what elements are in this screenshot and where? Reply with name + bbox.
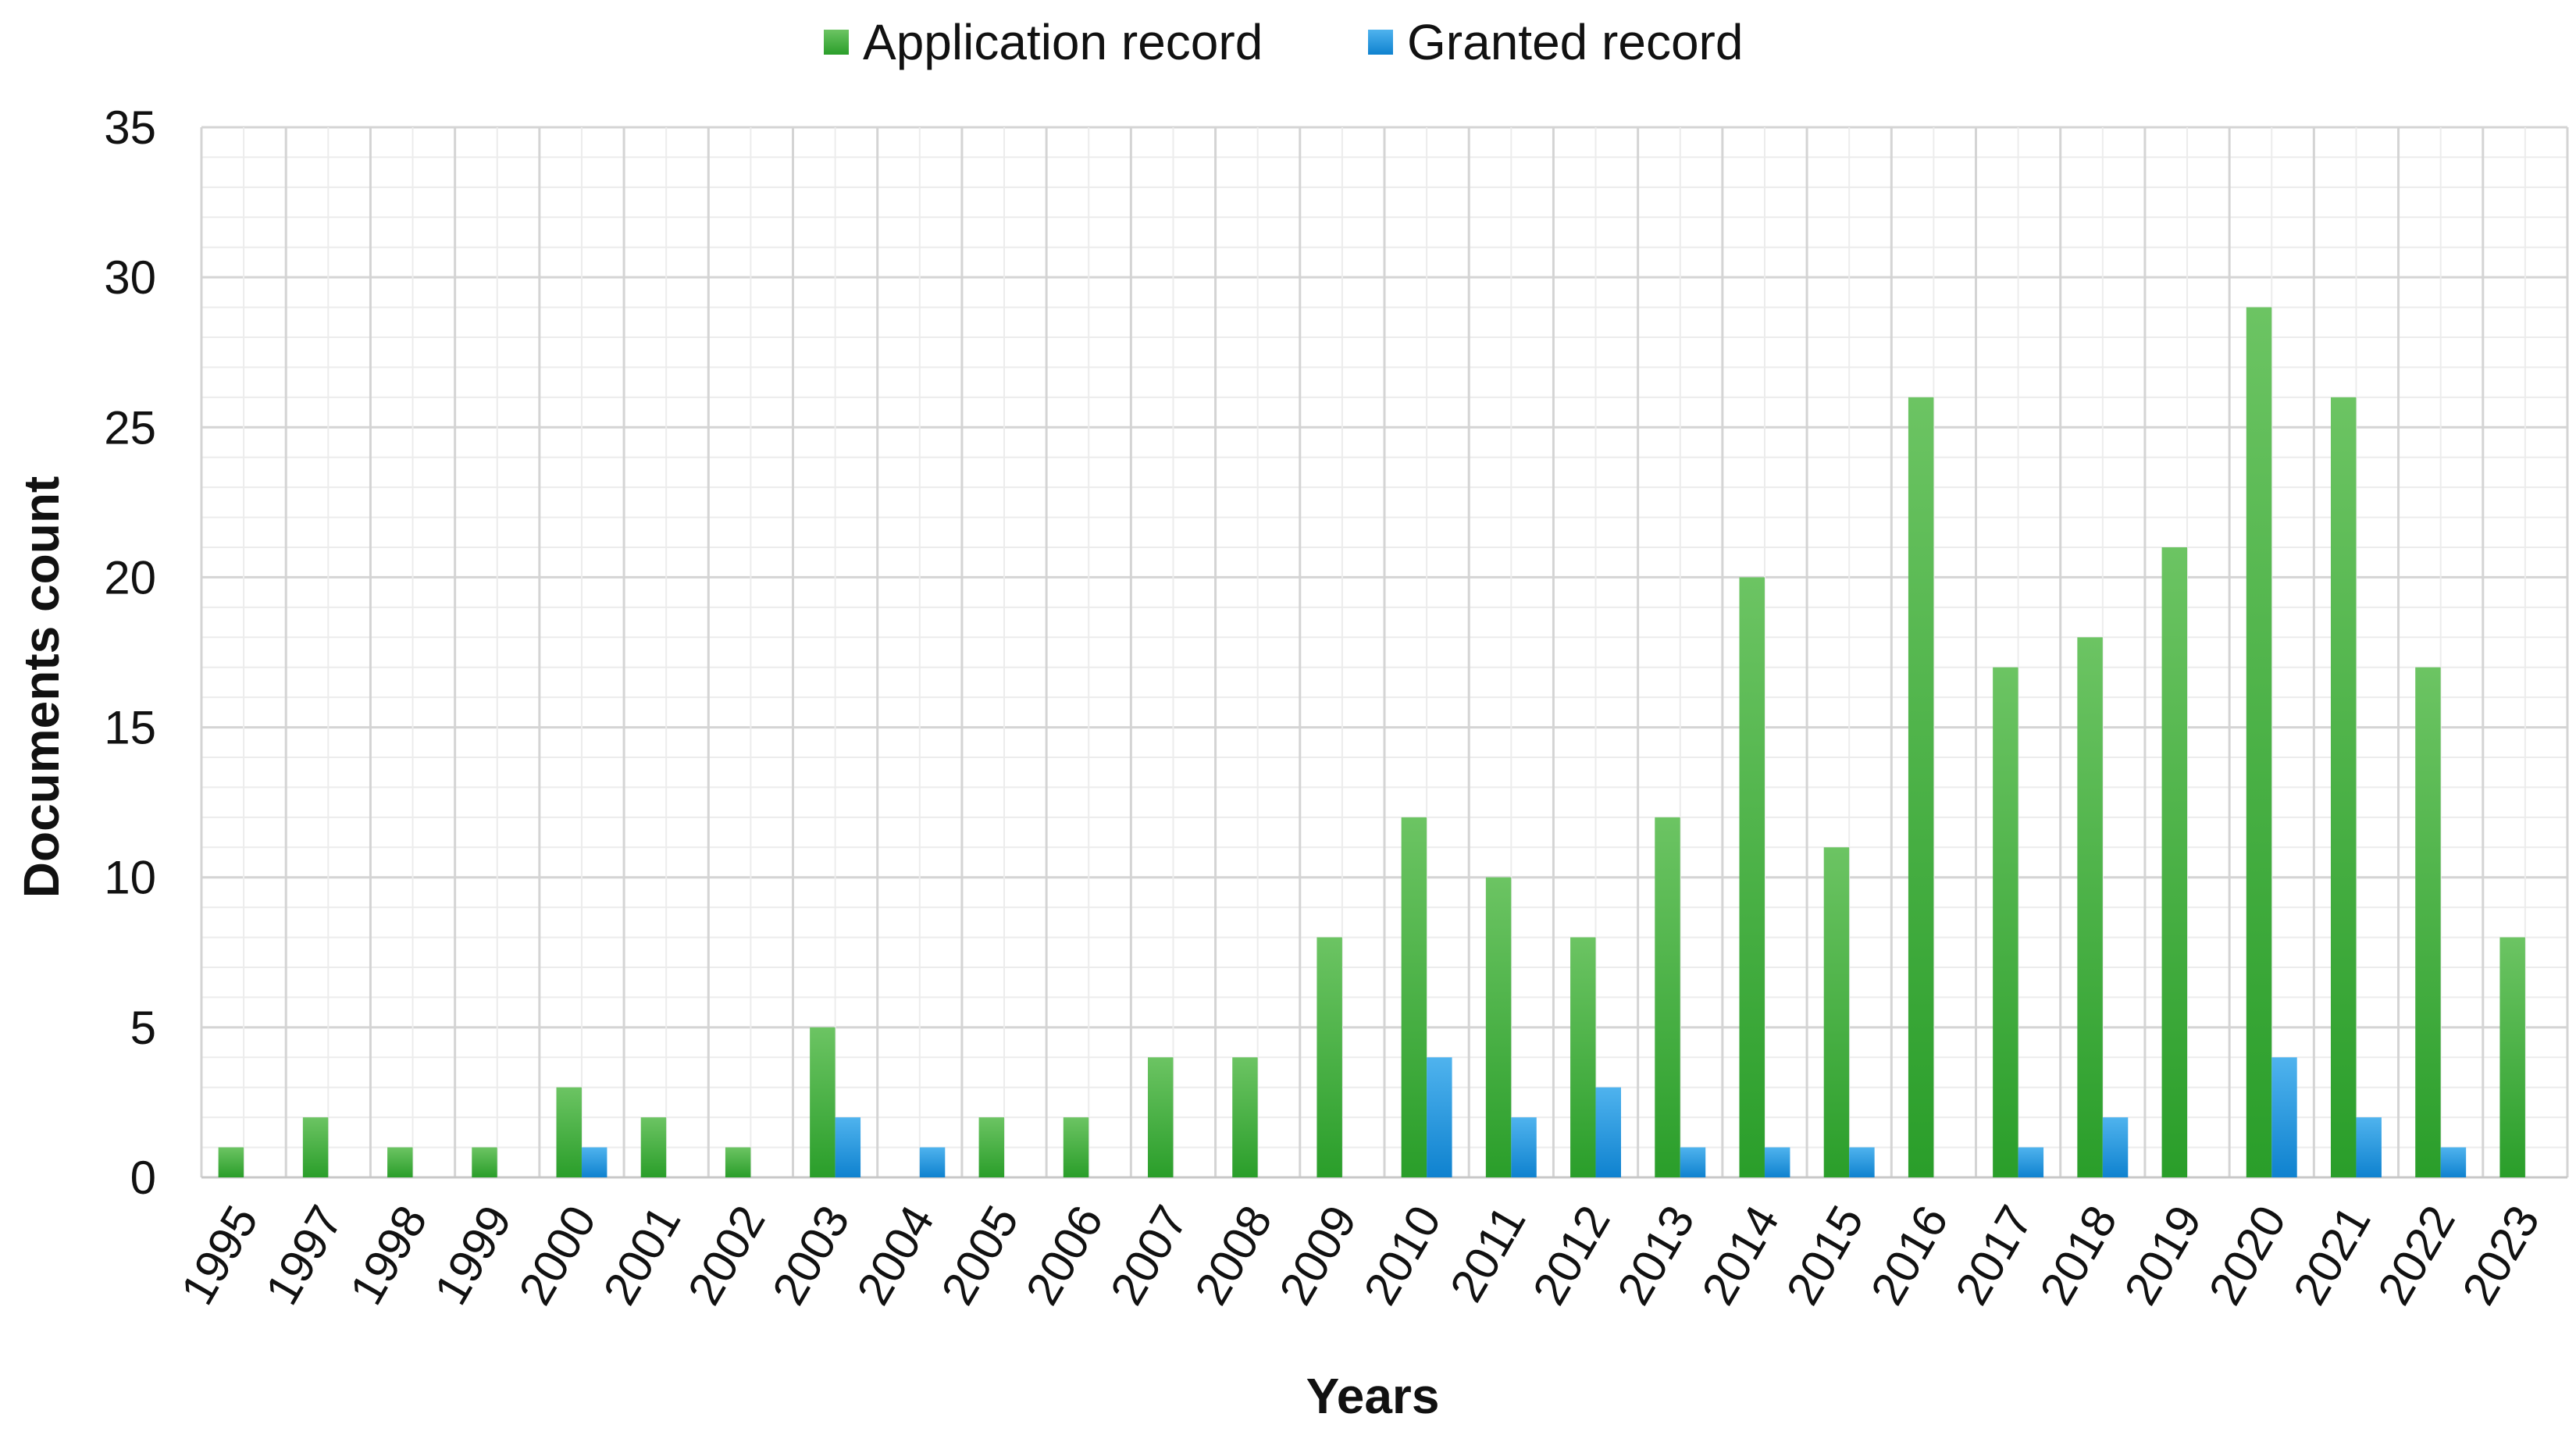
x-tick-label: 2005 (932, 1197, 1029, 1313)
x-tick-label: 1999 (424, 1197, 522, 1313)
x-tick-label: 2019 (2115, 1197, 2212, 1313)
application-record-bar (1993, 667, 2018, 1177)
x-tick-label: 2010 (1354, 1197, 1452, 1313)
granted-record-bar (1427, 1057, 1452, 1177)
x-tick-label: 2008 (1185, 1197, 1282, 1313)
x-tick-label: 2002 (678, 1197, 775, 1313)
x-tick-label: 1998 (340, 1197, 437, 1313)
legend-granted-record-label: Granted record (1407, 14, 1743, 70)
granted-record-bar (2440, 1147, 2467, 1177)
x-tick-label: 2001 (593, 1197, 691, 1313)
application-record-bar (2499, 937, 2525, 1177)
granted-record-bar (835, 1117, 861, 1177)
granted-record-bar (1680, 1147, 1706, 1177)
application-record-bar (556, 1087, 582, 1177)
application-record-bar (640, 1117, 667, 1177)
application-record-bar (1908, 397, 1934, 1177)
x-tick-label: 2009 (1269, 1197, 1366, 1313)
x-tick-label: 2022 (2368, 1197, 2465, 1313)
y-tick-label: 5 (130, 1002, 156, 1054)
x-tick-label: 2007 (1100, 1197, 1198, 1313)
application-record-bar (978, 1117, 1005, 1177)
legend-application-record-label: Application record (863, 14, 1263, 70)
application-record-bar (1739, 577, 1765, 1177)
application-record-bar (810, 1027, 836, 1177)
application-record-bar (1401, 817, 1427, 1177)
x-tick-label: 2020 (2199, 1197, 2296, 1313)
application-record-bar (1570, 937, 1596, 1177)
grid (200, 126, 2569, 1179)
application-record-bar (218, 1147, 244, 1177)
legend-granted-record-swatch (1368, 30, 1393, 55)
y-tick-label: 0 (130, 1152, 156, 1204)
application-record-bar (302, 1117, 329, 1177)
granted-record-bar (2356, 1117, 2382, 1177)
application-record-bar (2077, 637, 2103, 1177)
y-tick-label: 35 (104, 101, 156, 154)
x-tick-label: 2018 (2029, 1197, 2127, 1313)
application-record-bar (1232, 1057, 1258, 1177)
x-tick-label: 2015 (1776, 1197, 1874, 1313)
x-tick-label: 2012 (1523, 1197, 1620, 1313)
x-tick-label: 1997 (255, 1197, 353, 1313)
granted-record-bar (1595, 1087, 1621, 1177)
y-tick-label: 10 (104, 852, 156, 904)
x-tick-label: 2003 (762, 1197, 860, 1313)
application-record-bar (472, 1147, 497, 1177)
bars (218, 307, 2525, 1178)
granted-record-bar (1764, 1147, 1790, 1177)
x-tick-label: 2023 (2452, 1197, 2549, 1313)
application-record-bar (1317, 937, 1342, 1177)
application-record-bar (2331, 397, 2357, 1177)
application-record-bar (2161, 547, 2188, 1177)
granted-record-bar (581, 1147, 607, 1177)
y-tick-labels: 0 5 10 15 20 25 30 35 (104, 101, 156, 1204)
application-record-bar (387, 1147, 413, 1177)
application-record-bar (1823, 847, 1850, 1177)
application-record-bar (1063, 1117, 1089, 1177)
application-record-bar (1148, 1057, 1174, 1177)
x-tick-label: 2017 (1945, 1197, 2043, 1313)
granted-record-bar (919, 1147, 946, 1177)
x-tick-label: 1995 (171, 1197, 269, 1313)
x-tick-label: 2021 (2283, 1197, 2381, 1313)
y-tick-label: 15 (104, 702, 156, 754)
application-record-bar (2246, 307, 2272, 1178)
x-tick-label: 2004 (846, 1197, 944, 1313)
legend-application-record-swatch (824, 30, 849, 55)
x-tick-label: 2006 (1016, 1197, 1113, 1313)
legend: Application record Granted record (824, 14, 1743, 70)
y-tick-label: 20 (104, 551, 156, 604)
x-axis-title: Years (1306, 1368, 1440, 1424)
application-record-bar (725, 1147, 751, 1177)
x-tick-label: 2016 (1861, 1197, 1958, 1313)
x-tick-label: 2011 (1440, 1197, 1536, 1310)
granted-record-bar (2271, 1057, 2297, 1177)
application-record-bar (2415, 667, 2441, 1177)
application-record-bar (1485, 877, 1512, 1177)
y-tick-label: 30 (104, 251, 156, 304)
x-tick-label: 2013 (1607, 1197, 1705, 1313)
x-tick-label: 2000 (508, 1197, 606, 1313)
y-tick-label: 25 (104, 401, 156, 454)
granted-record-bar (1511, 1117, 1537, 1177)
x-tick-labels: 1995199719981999200020012002200320042005… (171, 1197, 2550, 1313)
y-axis-title: Documents count (13, 476, 69, 898)
granted-record-bar (2018, 1147, 2044, 1177)
application-record-bar (1655, 817, 1680, 1177)
granted-record-bar (1849, 1147, 1875, 1177)
granted-record-bar (2102, 1117, 2129, 1177)
x-tick-label: 2014 (1691, 1197, 1789, 1313)
